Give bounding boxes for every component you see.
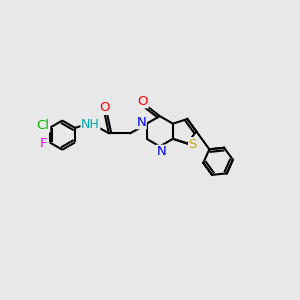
Text: O: O <box>100 101 110 114</box>
Text: S: S <box>188 138 197 151</box>
Text: F: F <box>40 137 47 150</box>
Text: NH: NH <box>81 118 100 131</box>
Text: N: N <box>136 116 146 129</box>
Text: Cl: Cl <box>37 119 50 132</box>
Text: N: N <box>156 145 166 158</box>
Text: O: O <box>138 95 148 108</box>
